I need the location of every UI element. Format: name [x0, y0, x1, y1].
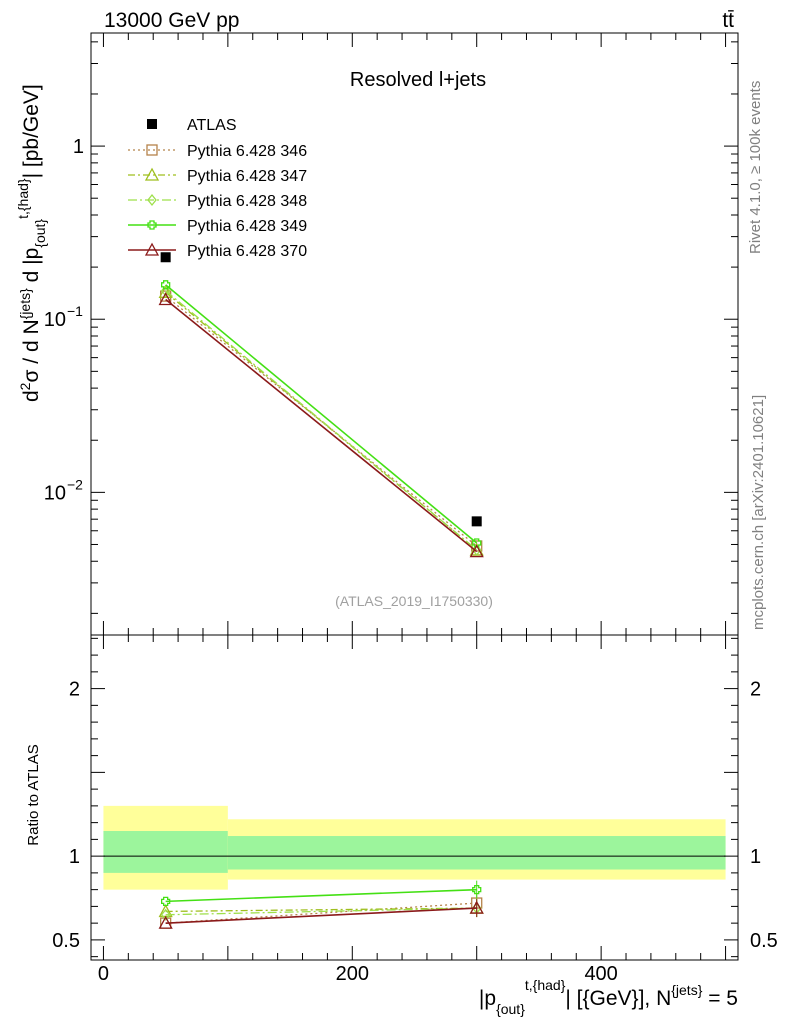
- series-line: [165, 291, 478, 551]
- series-line: [165, 295, 478, 547]
- ratio-series-lines: [158, 880, 484, 929]
- legend-item-2: Pythia 6.428 347: [128, 167, 307, 185]
- data-point: [160, 252, 171, 263]
- ratio-y-tick-label: 0.5: [52, 930, 80, 952]
- main-y-tick-label: 1: [73, 136, 84, 158]
- legend-marker: [146, 144, 158, 156]
- ratio-y-tick-label-right: 1: [750, 846, 761, 868]
- series-line: [165, 284, 478, 544]
- series-point: [161, 280, 171, 290]
- ratio-series-4: [161, 880, 482, 907]
- series-3: [160, 284, 482, 556]
- legend-label: Pythia 6.428 346: [187, 143, 307, 160]
- series-point: [160, 284, 171, 297]
- main-y-tick-exponent: −2: [67, 476, 83, 492]
- series-point: [158, 292, 173, 306]
- ratio-y-tick-label-right: 0.5: [750, 930, 778, 952]
- ratio-line: [165, 888, 477, 903]
- legend-marker: [144, 167, 160, 181]
- legend-item-4: Pythia 6.428 349: [128, 218, 307, 235]
- ratio-series-5: [158, 899, 484, 929]
- legend-item-1: Pythia 6.428 346: [128, 143, 307, 160]
- ratio-line: [165, 902, 477, 924]
- series-point: [472, 538, 482, 548]
- ratio-line: [165, 907, 477, 916]
- legend-item-3: Pythia 6.428 348: [128, 193, 307, 210]
- legend-marker: [147, 220, 157, 230]
- legend-label: Pythia 6.428 348: [187, 193, 307, 210]
- main-y-axis-label: d2σ / d N{jets} d |p{out}t,{had}| [pb/Ge…: [15, 84, 48, 402]
- series-5: [158, 292, 484, 558]
- series-line: [165, 298, 478, 553]
- process-label: tt̄: [722, 9, 734, 32]
- legend-label: Pythia 6.428 370: [187, 243, 307, 260]
- series-point: [471, 543, 482, 556]
- ratio-point: [469, 900, 484, 914]
- ratio-point: [472, 884, 482, 895]
- legend-item-atlas: ATLAS: [147, 117, 237, 134]
- x-tick-label: 400: [584, 963, 617, 985]
- ratio-y-tick-label: 2: [69, 679, 80, 701]
- energy-label: 13000 GeV pp: [104, 9, 239, 32]
- main-y-tick-label: 10: [44, 482, 66, 504]
- legend: ATLAS Pythia 6.428 346 Pythia 6.428 347 Pyt…: [128, 117, 307, 260]
- legend-item-5: Pythia 6.428 370: [128, 242, 307, 260]
- ratio-uncertainty-bands: [103, 805, 726, 890]
- atlas-data: [160, 252, 482, 527]
- x-tick-label: 200: [336, 963, 369, 985]
- series-point: [469, 544, 484, 558]
- x-tick-label: 0: [98, 963, 109, 985]
- legend-marker: [144, 242, 160, 256]
- series-4: [161, 280, 482, 548]
- ratio-frame: [90, 634, 739, 961]
- ratio-band-inner: [227, 836, 726, 870]
- ratio-y-axis-label: Ratio to ATLAS: [25, 744, 42, 845]
- legend-label: Pythia 6.428 349: [187, 218, 307, 235]
- legend-marker: [147, 119, 157, 129]
- ratio-point: [160, 908, 171, 921]
- source-label: mcplots.cern.ch [arXiv:2401.10621]: [750, 395, 767, 630]
- ratio-line: [165, 907, 477, 924]
- ratio-point: [158, 915, 173, 929]
- data-point: [471, 516, 482, 527]
- legend-marker: [147, 193, 157, 207]
- legend-label: ATLAS: [187, 117, 237, 134]
- ratio-y-tick-label: 1: [69, 846, 80, 868]
- ratio-point: [161, 896, 171, 907]
- x-axis-label: |p{out}t,{had}| [{GeV}], N{jets} = 5: [479, 977, 738, 1017]
- analysis-label: (ATLAS_2019_I1750330): [335, 593, 493, 609]
- legend-label: Pythia 6.428 347: [187, 168, 307, 185]
- ratio-band-inner: [103, 831, 228, 873]
- rivet-version: Rivet 4.1.0, ≥ 100k events: [747, 81, 764, 254]
- main-y-tick-label: 10: [44, 309, 66, 331]
- main-series-lines: [158, 252, 484, 558]
- main-y-tick-exponent: −1: [67, 303, 83, 319]
- ratio-y-tick-label-right: 2: [750, 679, 761, 701]
- chart-title: Resolved l+jets: [350, 69, 486, 91]
